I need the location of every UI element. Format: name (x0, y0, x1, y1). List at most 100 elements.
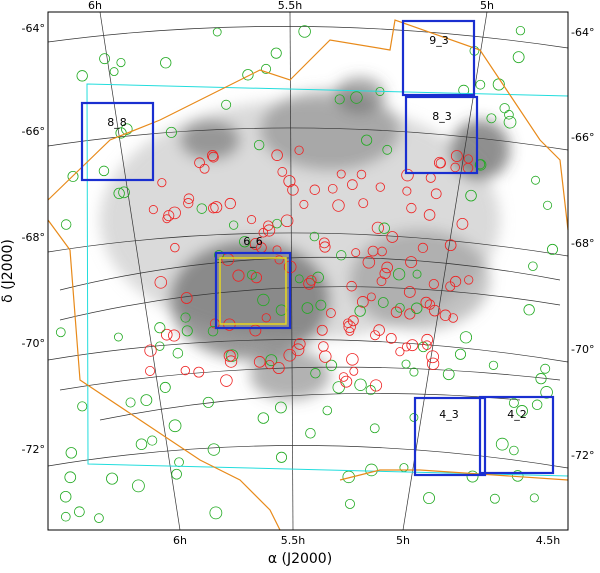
red-source (210, 201, 223, 214)
red-source (223, 349, 236, 362)
green-source (301, 302, 314, 314)
red-source (456, 217, 469, 230)
green-source (486, 113, 497, 124)
red-source (232, 269, 245, 282)
green-source (132, 479, 145, 493)
green-source (454, 348, 467, 360)
green-source (76, 70, 88, 82)
green-source (409, 367, 419, 377)
green-source (412, 269, 422, 279)
green-source (171, 468, 182, 480)
red-source (395, 347, 405, 357)
green-source (270, 47, 282, 59)
x-axis-label: α (J2000) (268, 551, 332, 567)
red-source (450, 162, 460, 173)
green-source (207, 443, 221, 456)
red-source (277, 167, 288, 177)
green-source (207, 325, 219, 337)
green-source (535, 373, 547, 385)
red-source (426, 357, 440, 370)
green-source (221, 99, 232, 110)
green-source (489, 493, 500, 504)
green-source (365, 463, 378, 477)
red-source (439, 309, 452, 321)
red-source (319, 241, 331, 253)
green-source (365, 385, 376, 396)
tick-label: -66° (571, 131, 594, 144)
green-source (322, 405, 333, 416)
red-source (332, 199, 345, 212)
green-source (59, 490, 72, 503)
tick-label: -72° (571, 449, 594, 462)
green-source (209, 506, 223, 520)
red-source (316, 324, 328, 336)
red-source (274, 255, 284, 265)
red-source (299, 199, 309, 209)
tile-label: 9_3 (429, 34, 449, 47)
green-source (196, 203, 208, 214)
red-source (401, 342, 411, 352)
tile-label: 6_6 (243, 235, 263, 248)
red-source (162, 214, 172, 224)
red-source (272, 361, 285, 374)
red-source (263, 220, 274, 231)
green-source (155, 341, 165, 351)
green-source (265, 354, 278, 367)
field-outline (339, 469, 569, 481)
green-source (332, 381, 345, 394)
red-source (258, 227, 269, 238)
green-source (77, 401, 88, 412)
red-source (271, 149, 283, 161)
green-source (257, 412, 270, 424)
red-source (346, 353, 359, 366)
tick-label: -68° (22, 231, 45, 244)
red-source (253, 356, 266, 368)
green-source (325, 359, 338, 372)
green-source (247, 269, 257, 280)
green-source (125, 397, 136, 408)
green-source (165, 126, 177, 138)
green-source (395, 303, 405, 313)
red-source (291, 343, 305, 357)
green-source (459, 331, 473, 344)
green-source (94, 513, 104, 523)
red-source (144, 344, 157, 357)
red-source (448, 313, 458, 323)
tick-label: -68° (571, 237, 594, 250)
green-source (528, 261, 538, 271)
red-source (356, 169, 367, 180)
red-source (263, 224, 276, 237)
green-source (442, 368, 455, 381)
red-source (208, 151, 219, 163)
tick-label: -64° (22, 22, 45, 35)
green-source (466, 470, 479, 483)
red-source (406, 202, 417, 214)
tick-label: 5h (480, 0, 494, 12)
red-source (280, 214, 294, 228)
green-source (261, 63, 272, 74)
red-source (403, 286, 416, 298)
green-source (475, 79, 486, 90)
green-source (540, 363, 551, 374)
red-source (343, 318, 353, 328)
green-source (168, 419, 182, 433)
green-source (55, 327, 66, 338)
green-source (154, 322, 166, 334)
red-source (356, 296, 369, 308)
green-source (350, 91, 363, 104)
red-source (318, 237, 330, 249)
red-source (379, 267, 391, 280)
red-source (406, 339, 419, 352)
tick-label: 6h (173, 534, 187, 547)
red-source (463, 154, 473, 164)
red-source (421, 333, 434, 346)
green-source (298, 25, 311, 38)
red-source (369, 379, 383, 392)
green-source (336, 250, 347, 261)
green-source (64, 471, 77, 484)
green-source (113, 187, 125, 200)
green-source (116, 57, 126, 68)
green-source (495, 437, 509, 451)
red-source (160, 328, 173, 341)
green-source (239, 236, 251, 248)
